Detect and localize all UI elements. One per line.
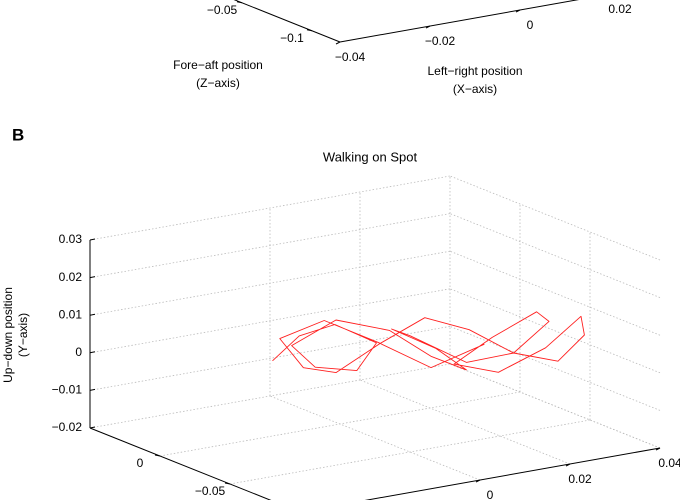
y-axis-label: (Y−axis)	[16, 313, 30, 357]
grid-line	[359, 379, 571, 465]
grid-line	[449, 250, 661, 336]
y-tick-label: 0.01	[59, 307, 83, 321]
tick-mark	[89, 388, 96, 391]
y-axis-label: Up−down position	[1, 287, 15, 383]
grid-line	[89, 363, 451, 429]
tick-mark	[89, 238, 96, 241]
y-tick-label: −0.01	[52, 383, 83, 397]
tick-mark	[335, 41, 341, 45]
grid-line	[449, 363, 661, 449]
x-tick-label: 0	[487, 488, 494, 500]
x-tick-label: 0.02	[568, 472, 592, 486]
axis-line	[364, 447, 661, 500]
chart-title: Walking on Spot	[323, 149, 418, 164]
grid-line	[449, 288, 661, 374]
z-tick-label: 0	[137, 456, 144, 470]
trajectory	[272, 311, 585, 374]
grid-line	[449, 213, 661, 298]
tick-mark	[224, 482, 231, 485]
tick-mark	[236, 1, 243, 4]
y-tick-label: 0.03	[59, 232, 83, 246]
tick-mark	[655, 447, 661, 451]
grid-line	[89, 250, 451, 316]
tick-mark	[306, 29, 313, 32]
grid-line	[269, 395, 481, 481]
grid-line	[89, 288, 451, 354]
axis-line	[89, 427, 272, 500]
x-tick-label: 0.04	[658, 456, 680, 470]
z-axis-label: (Z−axis)	[196, 76, 240, 90]
x-tick-label: −0.04	[335, 50, 366, 64]
grid-line	[159, 391, 521, 457]
tick-mark	[154, 454, 161, 457]
tick-mark	[89, 426, 96, 429]
x-tick-label: −0.02	[425, 34, 456, 48]
y-tick-label: 0.02	[59, 270, 83, 284]
grid-line	[449, 326, 661, 411]
z-tick-label: −0.05	[207, 3, 238, 17]
y-tick-label: −0.02	[52, 420, 83, 434]
grid-line	[449, 175, 661, 261]
tick-mark	[89, 276, 96, 279]
panel-label: B	[12, 125, 24, 144]
grid-line	[229, 419, 591, 485]
z-tick-label: −0.05	[195, 484, 226, 498]
tick-mark	[89, 313, 96, 316]
grid-line	[89, 175, 451, 241]
axis-line	[233, 0, 341, 43]
x-axis-label: (X−axis)	[453, 82, 497, 96]
y-tick-label: 0	[75, 345, 82, 359]
tick-mark	[89, 351, 96, 354]
tick-mark	[565, 463, 571, 467]
tick-mark	[475, 479, 481, 483]
grid-line	[89, 213, 451, 278]
x-tick-label: 0	[527, 18, 534, 32]
tick-mark	[425, 25, 431, 29]
x-axis-label: Left−right position	[427, 64, 522, 78]
z-axis-label: Fore−aft position	[173, 58, 263, 72]
z-tick-label: −0.1	[280, 31, 304, 45]
x-tick-label: 0.02	[608, 2, 632, 16]
tick-mark	[515, 9, 521, 13]
grid-line	[89, 326, 451, 391]
